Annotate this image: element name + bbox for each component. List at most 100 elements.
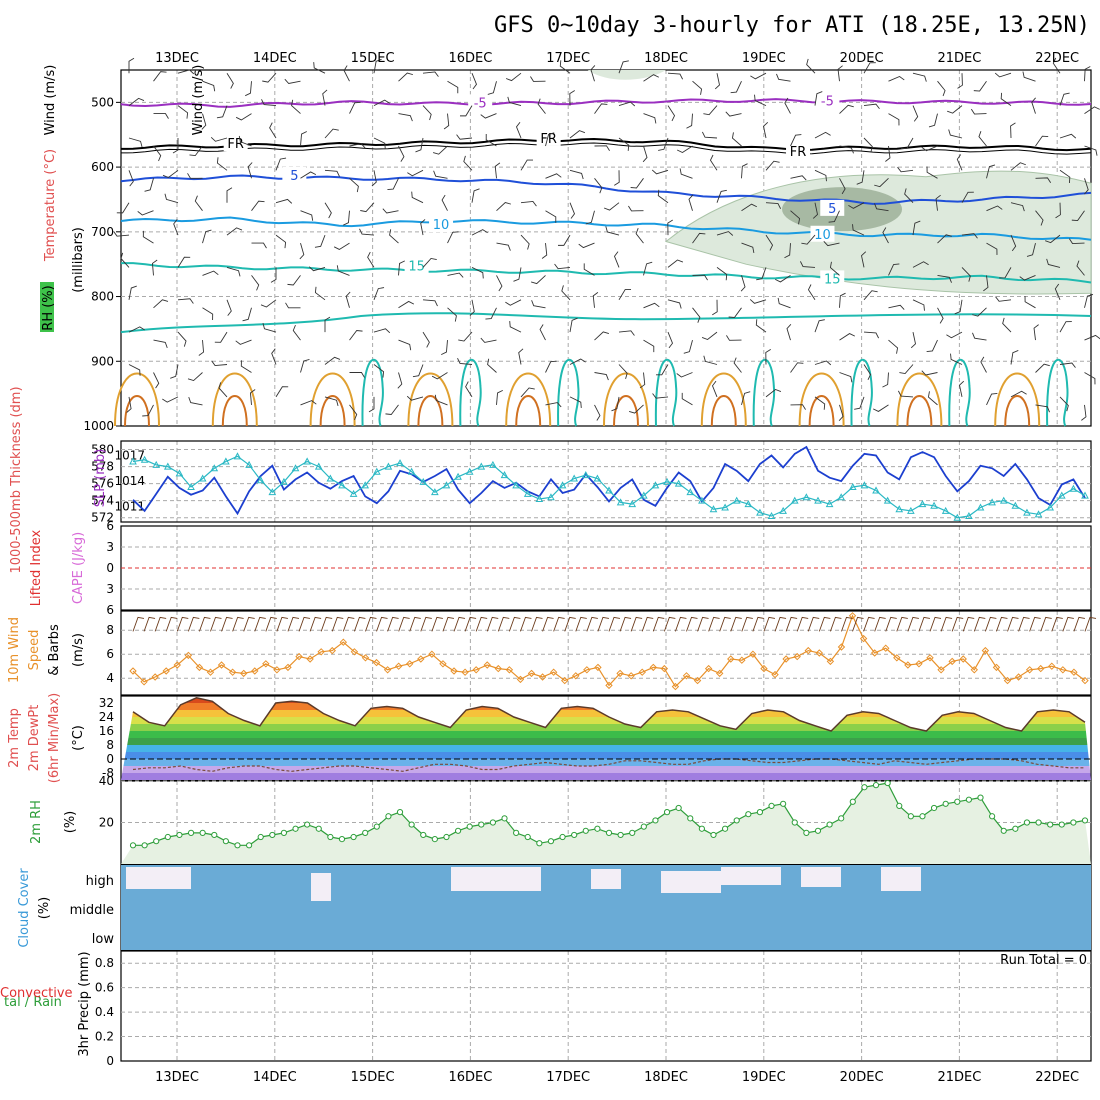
- wind-barb: [343, 210, 350, 226]
- wind-barb-shaft: [839, 104, 854, 114]
- wind-barb-shaft: [1059, 321, 1072, 333]
- wind-barb-shaft: [765, 234, 774, 251]
- surface-wind-barb: [619, 616, 632, 632]
- wind-barb-shaft: [251, 242, 267, 249]
- wind-barb: [1010, 390, 1027, 398]
- ylabel-thickness: 1000-500mb Thickness (dm): [9, 386, 24, 573]
- wind-speed-marker: [937, 666, 945, 674]
- wind-barb-shaft: [188, 396, 203, 406]
- wind-barb-shaft: [308, 266, 326, 272]
- contour-label-bg: [282, 166, 307, 183]
- wind-barb: [1054, 283, 1061, 300]
- wind-barb-shaft: [471, 229, 488, 236]
- surface-wind-barb: [896, 616, 908, 632]
- thickness-marker: [744, 500, 753, 508]
- wind-barb-shaft: [807, 284, 816, 301]
- wind-speed-marker: [948, 657, 956, 666]
- wind-barb: [349, 143, 366, 149]
- surface-wind-barb: [520, 616, 532, 632]
- wind-barb: [814, 319, 825, 333]
- wind-barb-shaft: [897, 390, 914, 398]
- rh-marker: [1023, 819, 1031, 826]
- wind-barb-shaft: [801, 234, 816, 245]
- rh-marker: [582, 827, 589, 834]
- wind-barb-shaft: [711, 380, 718, 398]
- rh-marker: [838, 815, 845, 822]
- wind-speed-marker: [981, 646, 990, 655]
- wind-barb-shaft: [763, 121, 769, 139]
- wind-barb: [153, 299, 169, 309]
- wind-barb-shaft: [912, 105, 919, 122]
- surface-wind-barb: [176, 616, 189, 632]
- wind-barb-shaft: [603, 202, 620, 211]
- contour-label: 10: [814, 228, 831, 243]
- wind-barb: [387, 178, 399, 191]
- wind-barb-shaft: [1068, 238, 1085, 244]
- rh-area: [121, 783, 1091, 864]
- wind-barb: [153, 113, 169, 119]
- rh-marker: [675, 804, 682, 812]
- wind-barb: [471, 229, 488, 236]
- wind-barb-shaft: [999, 267, 1012, 279]
- wind-barb-shaft: [313, 62, 326, 74]
- thickness-marker: [442, 481, 451, 489]
- surface-wind-barb: [376, 616, 388, 632]
- wind-barb: [539, 324, 546, 341]
- thickness-marker: [651, 481, 660, 489]
- wind-barb: [1052, 57, 1061, 74]
- wind-barb-shaft: [292, 324, 301, 341]
- wind-barb-shaft: [652, 393, 669, 399]
- wind-barb: [1022, 71, 1036, 82]
- wind-barb-shaft: [686, 113, 693, 129]
- wind-barb-shaft: [162, 169, 179, 179]
- wind-barb-shaft: [904, 188, 914, 204]
- thickness-marker: [721, 503, 729, 511]
- wind-barb: [994, 72, 1012, 78]
- rh-marker: [396, 809, 404, 816]
- wind-barb-shaft: [912, 220, 921, 236]
- thickness-marker: [1081, 491, 1089, 499]
- warm-contour: [505, 372, 552, 427]
- wind-barb: [251, 200, 265, 211]
- wind-barb-shaft: [1035, 210, 1044, 226]
- wind-barb-shaft: [1055, 202, 1061, 219]
- wind-speed-marker: [760, 664, 768, 673]
- wind-barb-shaft: [569, 202, 576, 219]
- wind-barb-shaft: [262, 323, 277, 333]
- wind-barb-shaft: [790, 404, 806, 410]
- warm-contour: [211, 372, 258, 427]
- wind-barb: [447, 307, 457, 322]
- wind-barb: [784, 97, 791, 114]
- wind-barb: [714, 73, 720, 90]
- wind-barb-shaft: [899, 364, 914, 375]
- wind-barb: [950, 353, 963, 365]
- wind-barb-shaft: [1000, 92, 1012, 106]
- wind-barb: [790, 134, 802, 147]
- thickness-marker: [837, 493, 846, 501]
- wind-barb: [643, 339, 655, 353]
- wind-barb-shaft: [937, 234, 952, 244]
- wind-barb-shaft: [463, 155, 473, 171]
- wind-barb-shaft: [441, 340, 448, 356]
- wind-barb-shaft: [614, 170, 620, 186]
- warm-contour-inner: [1004, 395, 1031, 427]
- rh-marker: [245, 842, 253, 849]
- wind-barb-shaft: [177, 331, 187, 347]
- temp-band: [121, 752, 1091, 759]
- surface-wind-barb: [741, 616, 753, 632]
- wind-barb: [611, 396, 620, 412]
- wind-barb-shaft: [153, 145, 162, 162]
- wind-barb: [398, 260, 405, 276]
- wind-barb-shaft: [275, 198, 293, 204]
- wind-barb-shaft: [1084, 145, 1098, 156]
- contour-label-bg: [810, 225, 835, 242]
- wind-barb: [578, 242, 595, 249]
- thickness-marker: [999, 496, 1008, 504]
- wind-barb: [1084, 66, 1091, 82]
- surface-wind-barb: [453, 616, 466, 632]
- wind-barb: [603, 202, 620, 211]
- wind-barb-shaft: [1081, 404, 1087, 421]
- wind-barb: [177, 69, 195, 75]
- wind-barb-shaft: [198, 340, 205, 356]
- wind-barb-shaft: [611, 396, 620, 412]
